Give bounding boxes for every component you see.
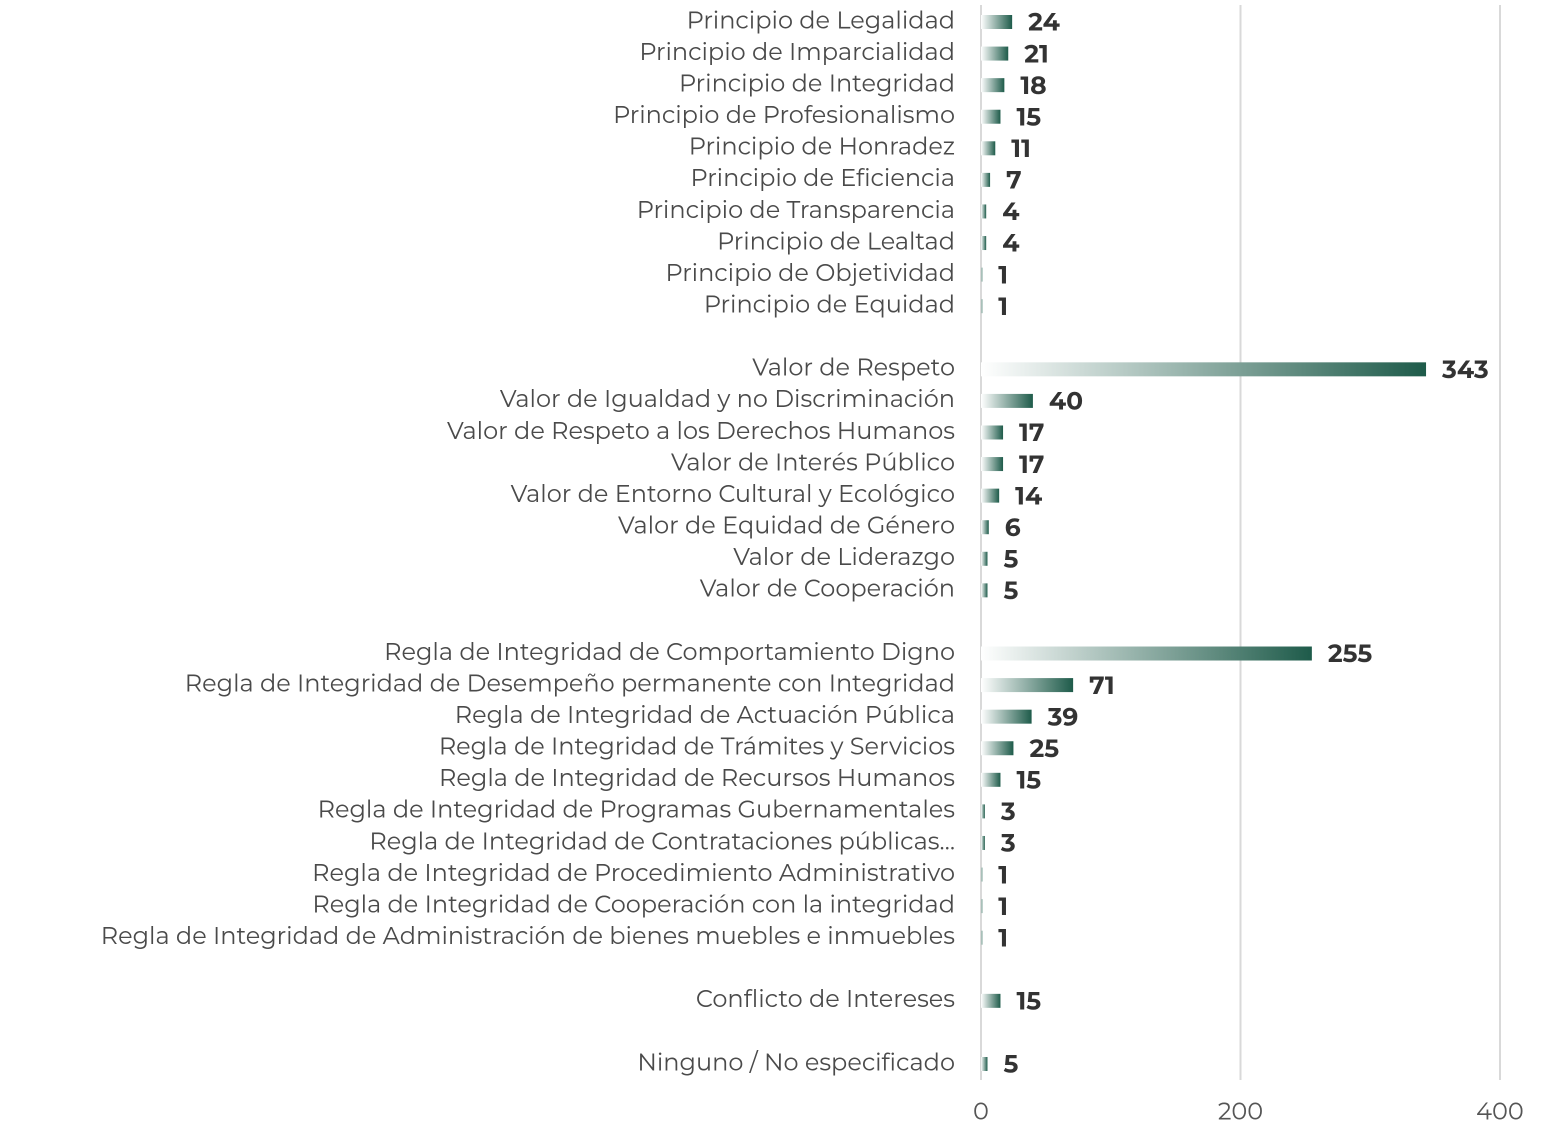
- value-label: 5: [1003, 576, 1018, 606]
- y-tick-label: Principio de Imparcialidad: [639, 38, 955, 67]
- bar: [981, 457, 1004, 472]
- bar: [981, 236, 987, 251]
- bar: [981, 46, 1009, 61]
- value-label: 343: [1441, 355, 1489, 385]
- y-tick-label: Valor de Igualdad y no Discriminación: [500, 385, 955, 414]
- y-tick-label: Regla de Integridad de Recursos Humanos: [439, 764, 955, 793]
- y-tick-label: Regla de Integridad de Desempeño permane…: [185, 669, 955, 698]
- x-tick-label: 0: [973, 1097, 989, 1126]
- value-label: 40: [1049, 387, 1083, 417]
- y-tick-label: Regla de Integridad de Trámites y Servic…: [439, 733, 955, 762]
- value-label: 7: [1006, 166, 1022, 196]
- value-label: 4: [1002, 229, 1019, 259]
- y-tick-label: Ninguno / No especificado: [637, 1048, 955, 1077]
- value-label: 1: [998, 892, 1008, 922]
- y-tick-label: Principio de Legalidad: [687, 6, 955, 35]
- bar: [981, 993, 1001, 1008]
- value-label: 3: [1000, 797, 1016, 827]
- bar: [981, 15, 1013, 29]
- y-tick-label: Valor de Cooperación: [700, 575, 955, 604]
- y-tick-label: Regla de Integridad de Administración de…: [101, 922, 955, 951]
- value-label: 71: [1089, 671, 1115, 701]
- value-label: 21: [1024, 39, 1049, 69]
- y-tick-label: Valor de Equidad de Género: [618, 512, 955, 541]
- value-label: 1: [998, 260, 1008, 290]
- value-label: 1: [998, 292, 1008, 322]
- y-tick-label: Valor de Respeto: [752, 354, 955, 383]
- bar: [981, 646, 1312, 661]
- bar: [981, 709, 1032, 724]
- x-tick-label: 200: [1218, 1097, 1263, 1126]
- bar: [981, 204, 987, 219]
- value-label: 15: [1016, 987, 1041, 1017]
- bar: [981, 1057, 988, 1071]
- value-label: 255: [1328, 639, 1373, 669]
- value-label: 18: [1020, 71, 1046, 101]
- y-tick-label: Valor de Interés Público: [671, 448, 955, 477]
- bar: [981, 583, 988, 598]
- bar: [981, 741, 1014, 756]
- y-tick-label: Regla de Integridad de Contrataciones pú…: [369, 827, 955, 856]
- bar: [981, 141, 996, 156]
- y-tick-label: Regla de Integridad de Programas Guberna…: [318, 796, 955, 825]
- bar: [981, 835, 985, 850]
- bar: [981, 78, 1005, 93]
- y-tick-label: Regla de Integridad de Cooperación con l…: [312, 890, 955, 919]
- y-tick-label: Principio de Lealtad: [717, 227, 955, 256]
- y-tick-label: Valor de Entorno Cultural y Ecológico: [511, 480, 955, 509]
- value-label: 1: [998, 923, 1008, 953]
- y-tick-label: Principio de Equidad: [704, 290, 955, 319]
- x-tick-label: 400: [1476, 1097, 1524, 1126]
- y-tick-label: Valor de Liderazgo: [733, 543, 955, 572]
- y-tick-label: Regla de Integridad de Procedimiento Adm…: [312, 859, 955, 888]
- bar: [981, 172, 991, 187]
- y-tick-label: Principio de Objetividad: [666, 259, 956, 288]
- y-tick-label: Principio de Eficiencia: [691, 164, 955, 193]
- value-label: 4: [1002, 197, 1019, 227]
- bar: [981, 772, 1001, 787]
- y-tick-label: Principio de Integridad: [679, 69, 955, 98]
- value-label: 5: [1003, 1050, 1018, 1080]
- y-tick-label: Valor de Respeto a los Derechos Humanos: [447, 417, 955, 446]
- y-tick-label: Conflicto de Intereses: [696, 985, 955, 1014]
- value-label: 17: [1019, 418, 1044, 448]
- bar: [981, 520, 989, 535]
- bar: [981, 393, 1033, 408]
- value-label: 14: [1015, 481, 1042, 511]
- bar: [981, 930, 983, 945]
- bar: [981, 551, 988, 566]
- bar: [981, 425, 1004, 440]
- value-label: 5: [1003, 545, 1018, 575]
- y-tick-label: Regla de Integridad de Comportamiento Di…: [384, 638, 955, 667]
- bar: [981, 362, 1427, 377]
- bar: [981, 267, 983, 282]
- value-label: 15: [1016, 102, 1041, 132]
- value-label: 24: [1028, 8, 1060, 38]
- y-tick-label: Regla de Integridad de Actuación Pública: [455, 701, 955, 730]
- value-label: 11: [1011, 134, 1031, 164]
- bar: [981, 488, 1000, 503]
- value-label: 6: [1005, 513, 1021, 543]
- value-label: 15: [1016, 766, 1041, 796]
- bar: [981, 109, 1001, 124]
- value-label: 1: [998, 860, 1008, 890]
- bar: [981, 299, 983, 314]
- y-tick-label: Principio de Honradez: [689, 133, 955, 162]
- y-tick-label: Principio de Profesionalismo: [613, 101, 955, 130]
- bar: [981, 804, 985, 819]
- value-label: 3: [1000, 829, 1016, 859]
- value-label: 17: [1019, 450, 1044, 480]
- value-label: 25: [1029, 734, 1059, 764]
- bar: [981, 867, 983, 882]
- value-label: 39: [1047, 702, 1079, 732]
- y-tick-label: Principio de Transparencia: [637, 196, 955, 225]
- bar: [981, 678, 1074, 693]
- bar: [981, 899, 983, 914]
